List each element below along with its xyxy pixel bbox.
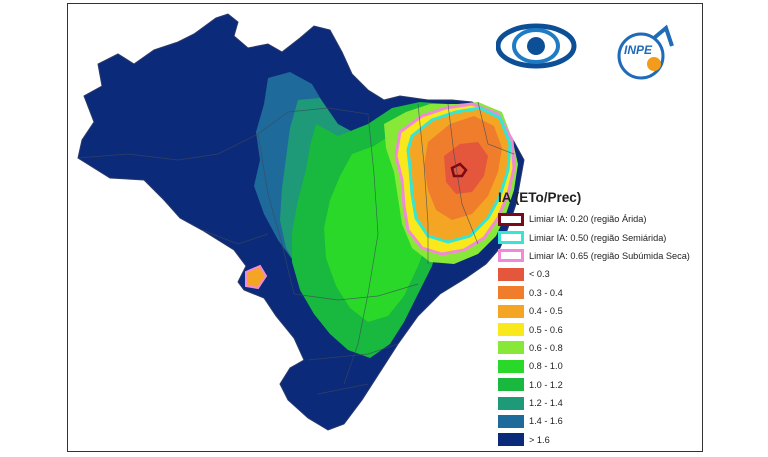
legend-class-swatch — [498, 359, 524, 373]
legend-class-label: 1.4 - 1.6 — [529, 416, 563, 427]
legend-class-label: 0.6 - 0.8 — [529, 342, 563, 353]
legend-class-label: > 1.6 — [529, 434, 550, 445]
legend-class-item: 0.4 - 0.5 — [498, 302, 703, 320]
legend-rows: Limiar IA: 0.20 (região Árida) Limiar IA:… — [498, 210, 703, 449]
legend-threshold-swatch — [498, 231, 524, 245]
legend-class-swatch — [498, 286, 524, 300]
legend-class-swatch — [498, 341, 524, 355]
map-frame: INPE IA (ETo/Prec) Limiar IA: 0.20 (regi… — [67, 3, 703, 452]
legend-class-item: 0.3 - 0.4 — [498, 284, 703, 302]
legend-class-label: 0.3 - 0.4 — [529, 287, 563, 298]
legend-class-label: 0.4 - 0.5 — [529, 306, 563, 317]
legend-threshold-item: Limiar IA: 0.65 (região Subúmida Seca) — [498, 247, 703, 265]
legend-class-swatch — [498, 414, 524, 428]
legend-threshold-label: Limiar IA: 0.20 (região Árida) — [529, 214, 647, 225]
legend-class-item: > 1.6 — [498, 431, 703, 449]
legend-class-item: 0.5 - 0.6 — [498, 320, 703, 338]
cptec-logo-icon: INPE — [495, 23, 674, 80]
legend-class-label: 0.8 - 1.0 — [529, 361, 563, 372]
arid-threshold-line — [450, 162, 468, 178]
legend-class-item: 1.2 - 1.4 — [498, 394, 703, 412]
legend-class-swatch — [498, 323, 524, 337]
legend-class-swatch — [498, 378, 524, 392]
legend-class-swatch — [498, 267, 524, 281]
state-boundaries — [77, 101, 515, 395]
inpe-logo-text: INPE — [624, 43, 653, 57]
logos-area: INPE — [495, 18, 696, 93]
legend-threshold-label: Limiar IA: 0.50 (região Semiárida) — [529, 232, 667, 243]
brazil-aridity-map — [77, 13, 525, 431]
legend-threshold-item: Limiar IA: 0.50 (região Semiárida) — [498, 228, 703, 246]
legend-class-label: 1.0 - 1.2 — [529, 379, 563, 390]
legend-class-swatch — [498, 433, 524, 447]
legend-threshold-label: Limiar IA: 0.65 (região Subúmida Seca) — [529, 250, 690, 261]
legend-title: IA (ETo/Prec) — [498, 190, 582, 205]
legend-threshold-swatch — [498, 212, 524, 226]
legend-class-label: < 0.3 — [529, 269, 550, 280]
legend-class-label: 1.2 - 1.4 — [529, 398, 563, 409]
legend-class-swatch — [498, 396, 524, 410]
legend-class-swatch — [498, 304, 524, 318]
west-subhumid-patch — [245, 264, 268, 290]
legend: IA (ETo/Prec) Limiar IA: 0.20 (região Ár… — [498, 190, 703, 449]
legend-threshold-swatch — [498, 249, 524, 263]
legend-class-item: 1.0 - 1.2 — [498, 376, 703, 394]
legend-class-item: 0.6 - 0.8 — [498, 339, 703, 357]
legend-threshold-item: Limiar IA: 0.20 (região Árida) — [498, 210, 703, 228]
class-lt-0.3-area — [444, 142, 488, 194]
legend-class-item: 0.8 - 1.0 — [498, 357, 703, 375]
legend-class-item: 1.4 - 1.6 — [498, 412, 703, 430]
legend-class-label: 0.5 - 0.6 — [529, 324, 563, 335]
legend-class-item: < 0.3 — [498, 265, 703, 283]
